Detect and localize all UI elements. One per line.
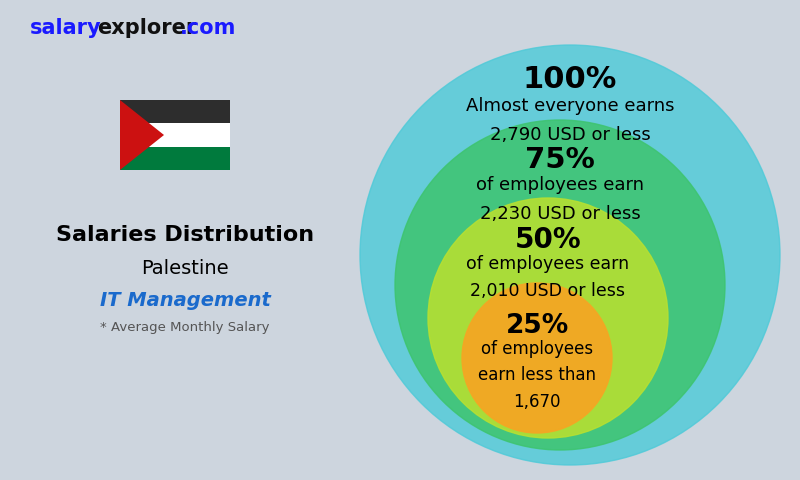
Text: * Average Monthly Salary: * Average Monthly Salary [100,322,270,335]
Text: of employees earn: of employees earn [476,176,644,194]
Text: explorer: explorer [98,18,197,38]
Text: 2,010 USD or less: 2,010 USD or less [470,283,626,300]
Text: Salaries Distribution: Salaries Distribution [56,225,314,245]
Text: 2,230 USD or less: 2,230 USD or less [480,205,640,223]
Circle shape [462,283,612,433]
Text: Palestine: Palestine [141,259,229,277]
Text: 2,790 USD or less: 2,790 USD or less [490,126,650,144]
Text: earn less than: earn less than [478,366,596,384]
Bar [120,100,230,123]
Text: 75%: 75% [525,146,595,174]
Text: 1,670: 1,670 [514,393,561,410]
Text: salary: salary [30,18,102,38]
Text: Almost everyone earns: Almost everyone earns [466,97,674,115]
Circle shape [395,120,725,450]
Text: 100%: 100% [523,65,617,95]
Circle shape [360,45,780,465]
Text: .com: .com [180,18,236,38]
Text: of employees earn: of employees earn [466,255,630,273]
Text: 50%: 50% [514,226,582,254]
Bar [120,147,230,170]
Text: of employees: of employees [481,340,593,358]
Text: IT Management: IT Management [99,290,270,310]
Circle shape [428,198,668,438]
Text: 25%: 25% [506,313,569,339]
Bar [120,123,230,147]
Polygon shape [120,100,164,170]
